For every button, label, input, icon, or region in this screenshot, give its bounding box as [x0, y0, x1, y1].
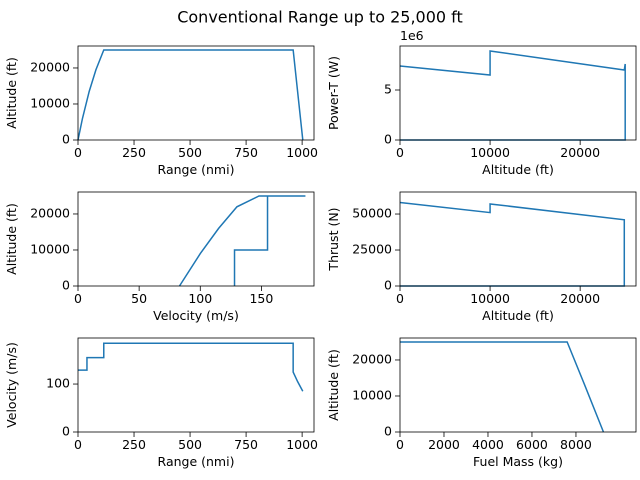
axes-frame	[399, 337, 637, 433]
x-tick-label: 0	[396, 145, 404, 160]
x-tick-label: 100	[188, 291, 212, 306]
x-tick-label: 20000	[560, 145, 600, 160]
y-axis-label: Altitude (ft)	[326, 349, 341, 421]
y-tick-label: 0	[384, 132, 392, 147]
y-axis-label: Altitude (ft)	[4, 57, 19, 129]
y-tick-label: 20000	[30, 59, 70, 74]
x-tick-label: 10000	[470, 291, 510, 306]
y-tick-label: 0	[384, 424, 392, 439]
x-tick-label: 8000	[560, 437, 592, 452]
y-axis-label: Thrust (N)	[326, 207, 341, 271]
y-tick-label: 20000	[352, 351, 392, 366]
x-axis-label: Velocity (m/s)	[153, 308, 239, 323]
y-offset-label: 1e6	[400, 28, 424, 43]
y-tick-label: 0	[62, 424, 70, 439]
x-tick-label: 1000	[286, 437, 318, 452]
x-tick-label: 50	[131, 291, 147, 306]
y-tick-label: 50000	[352, 206, 392, 221]
data-line	[400, 341, 605, 433]
axes-frame	[77, 337, 315, 433]
y-tick-label: 25000	[352, 242, 392, 257]
y-tick-label: 0	[62, 132, 70, 147]
data-line	[399, 201, 626, 287]
axes-frame	[399, 191, 637, 287]
data-line	[77, 49, 304, 141]
x-tick-label: 6000	[516, 437, 548, 452]
x-tick-label: 0	[74, 291, 82, 306]
y-tick-label: 100	[46, 376, 70, 391]
axes-frame	[77, 45, 315, 141]
y-tick-label: 10000	[30, 241, 70, 256]
y-tick-label: 5	[384, 82, 392, 97]
axes-frame	[77, 191, 315, 287]
x-tick-label: 2000	[428, 437, 460, 452]
figure-title: Conventional Range up to 25,000 ft	[177, 8, 463, 27]
y-axis-label: Altitude (ft)	[4, 203, 19, 275]
x-tick-label: 750	[234, 437, 258, 452]
data-line	[78, 342, 304, 392]
x-tick-label: 250	[122, 437, 146, 452]
data-line	[399, 50, 626, 141]
x-tick-label: 0	[74, 145, 82, 160]
x-tick-label: 4000	[472, 437, 504, 452]
x-tick-label: 10000	[470, 145, 510, 160]
x-tick-label: 0	[396, 437, 404, 452]
x-axis-label: Fuel Mass (kg)	[473, 454, 563, 469]
x-tick-label: 0	[396, 291, 404, 306]
x-tick-label: 750	[234, 145, 258, 160]
x-tick-label: 0	[74, 437, 82, 452]
x-axis-label: Range (nmi)	[158, 162, 235, 177]
x-tick-label: 20000	[560, 291, 600, 306]
y-axis-label: Power-T (W)	[326, 56, 341, 130]
x-tick-label: 150	[249, 291, 273, 306]
x-axis-label: Range (nmi)	[158, 454, 235, 469]
y-axis-label: Velocity (m/s)	[4, 342, 19, 428]
y-tick-label: 0	[384, 278, 392, 293]
data-line	[178, 195, 306, 287]
y-tick-label: 0	[62, 278, 70, 293]
y-tick-label: 10000	[30, 95, 70, 110]
x-axis-label: Altitude (ft)	[482, 308, 554, 323]
x-axis-label: Altitude (ft)	[482, 162, 554, 177]
axes-frame	[399, 45, 637, 141]
x-tick-label: 1000	[286, 145, 318, 160]
x-tick-label: 500	[178, 437, 202, 452]
x-tick-label: 500	[178, 145, 202, 160]
x-tick-label: 250	[122, 145, 146, 160]
y-tick-label: 20000	[30, 205, 70, 220]
y-tick-label: 10000	[352, 387, 392, 402]
